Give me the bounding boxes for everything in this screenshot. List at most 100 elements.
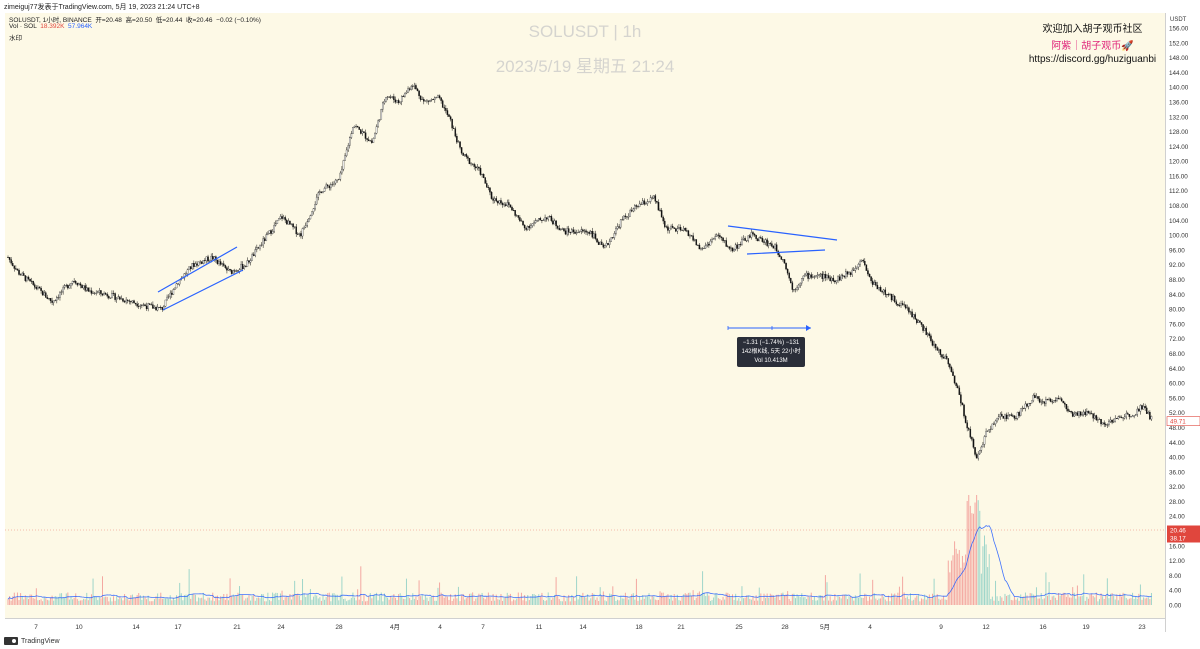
volume-bar [73,597,75,605]
candle-body [826,275,828,279]
volume-bar [743,598,745,605]
candle-body [304,225,307,228]
volume-bar [426,597,428,605]
tradingview-logo[interactable]: TradingView [4,637,60,645]
volume-bar [579,595,581,605]
volume-label[interactable]: Vol · SOL [9,23,37,30]
candle-body [13,265,16,269]
candle-body [504,204,507,206]
candle-body [886,294,888,295]
candle-body [371,140,373,143]
candle-body [45,292,47,298]
volume-bar [7,599,9,605]
candle-body [1004,414,1006,419]
candle-body [1095,415,1098,421]
candle-body [927,333,929,336]
candle-body [900,303,902,306]
volume-bar [1113,595,1115,605]
candle-body [997,416,1000,419]
volume-bar [87,600,89,605]
volume-bar [1021,596,1023,605]
candle-body [975,454,978,459]
symbol-label[interactable]: SOLUSDT, 1小时, BINANCE [9,17,92,24]
candle-body [750,232,753,238]
candle-body [664,220,666,227]
candle-body [382,102,384,110]
price-axis-unit: USDT [1170,17,1187,23]
candle-body [200,261,203,264]
volume-bar [216,595,218,605]
volume-bar [936,594,938,605]
volume-bar [585,597,587,605]
time-axis[interactable]: 7 10 14 17 21 24 28 4月 4 7 11 14 18 21 25 28 5月 4 9 12 16 19 2… [5,618,1165,632]
volume-bar [272,592,274,605]
volume-bar [965,554,967,605]
volume-bar [769,593,771,605]
open-value: 20.48 [105,17,122,24]
candle-body [1048,398,1050,400]
volume-bar [486,596,488,605]
volume-bar [683,594,685,605]
volume-bar [933,578,935,605]
candle-body [271,231,274,234]
candle-body [314,204,316,209]
candle-body [538,218,540,221]
volume-bar [456,598,458,605]
volume-bar [673,594,675,605]
chart-pane[interactable] [5,13,1165,632]
volume-bar [952,555,954,605]
candle-body [725,240,727,247]
price-tick-label: 108.00 [1169,203,1189,210]
volume-bar [68,599,70,605]
volume-bar [761,601,763,605]
candle-body [197,261,200,266]
volume-bar [65,593,67,605]
crosshair-price-label: 20.46 [1170,528,1186,535]
candle-body [81,285,83,289]
candle-body [117,296,120,299]
volume-bar [725,592,727,605]
candle-body [1045,399,1047,404]
candle-body [89,290,91,292]
candle-body [1098,419,1101,420]
candle-body [1067,408,1069,412]
candle-body [716,234,718,237]
volume-bar [919,601,921,605]
volume-bar [960,567,962,605]
candle-body [657,202,660,211]
watermark-indicator-label[interactable]: 水印 [9,35,22,42]
candle-body [15,268,17,270]
volume-bar [628,599,630,605]
volume-bar [275,592,277,605]
candle-body [1053,400,1055,403]
volume-bar [21,595,23,605]
volume-bar [1119,593,1121,605]
candle-body [979,450,981,455]
volume-bar [1139,584,1141,605]
volume-bar [1028,600,1030,605]
price-chart-canvas[interactable] [5,13,1165,632]
candle-body [938,349,940,351]
volume-bar [506,592,508,605]
volume-bar [840,598,842,605]
price-axis[interactable]: 156.00 152.00 148.00 144.00 140.00 136.00 132.… [1165,13,1200,632]
volume-bar [963,562,965,605]
volume-bar [1017,598,1019,605]
volume-bar [418,580,420,605]
volume-bar [654,599,656,605]
volume-bar [563,595,565,605]
volume-bar [720,600,722,605]
candle-body [597,242,600,245]
candle-body [961,402,964,406]
candle-body [755,235,757,239]
volume-bar [497,599,499,605]
candle-body [722,237,724,242]
candle-body [260,244,263,246]
volume-bar [220,596,222,605]
candle-body [575,232,578,234]
candle-body [794,289,797,290]
candle-body [457,141,460,143]
volume-bar [821,595,823,605]
candle-body [511,206,513,211]
volume-bar [1084,600,1086,605]
